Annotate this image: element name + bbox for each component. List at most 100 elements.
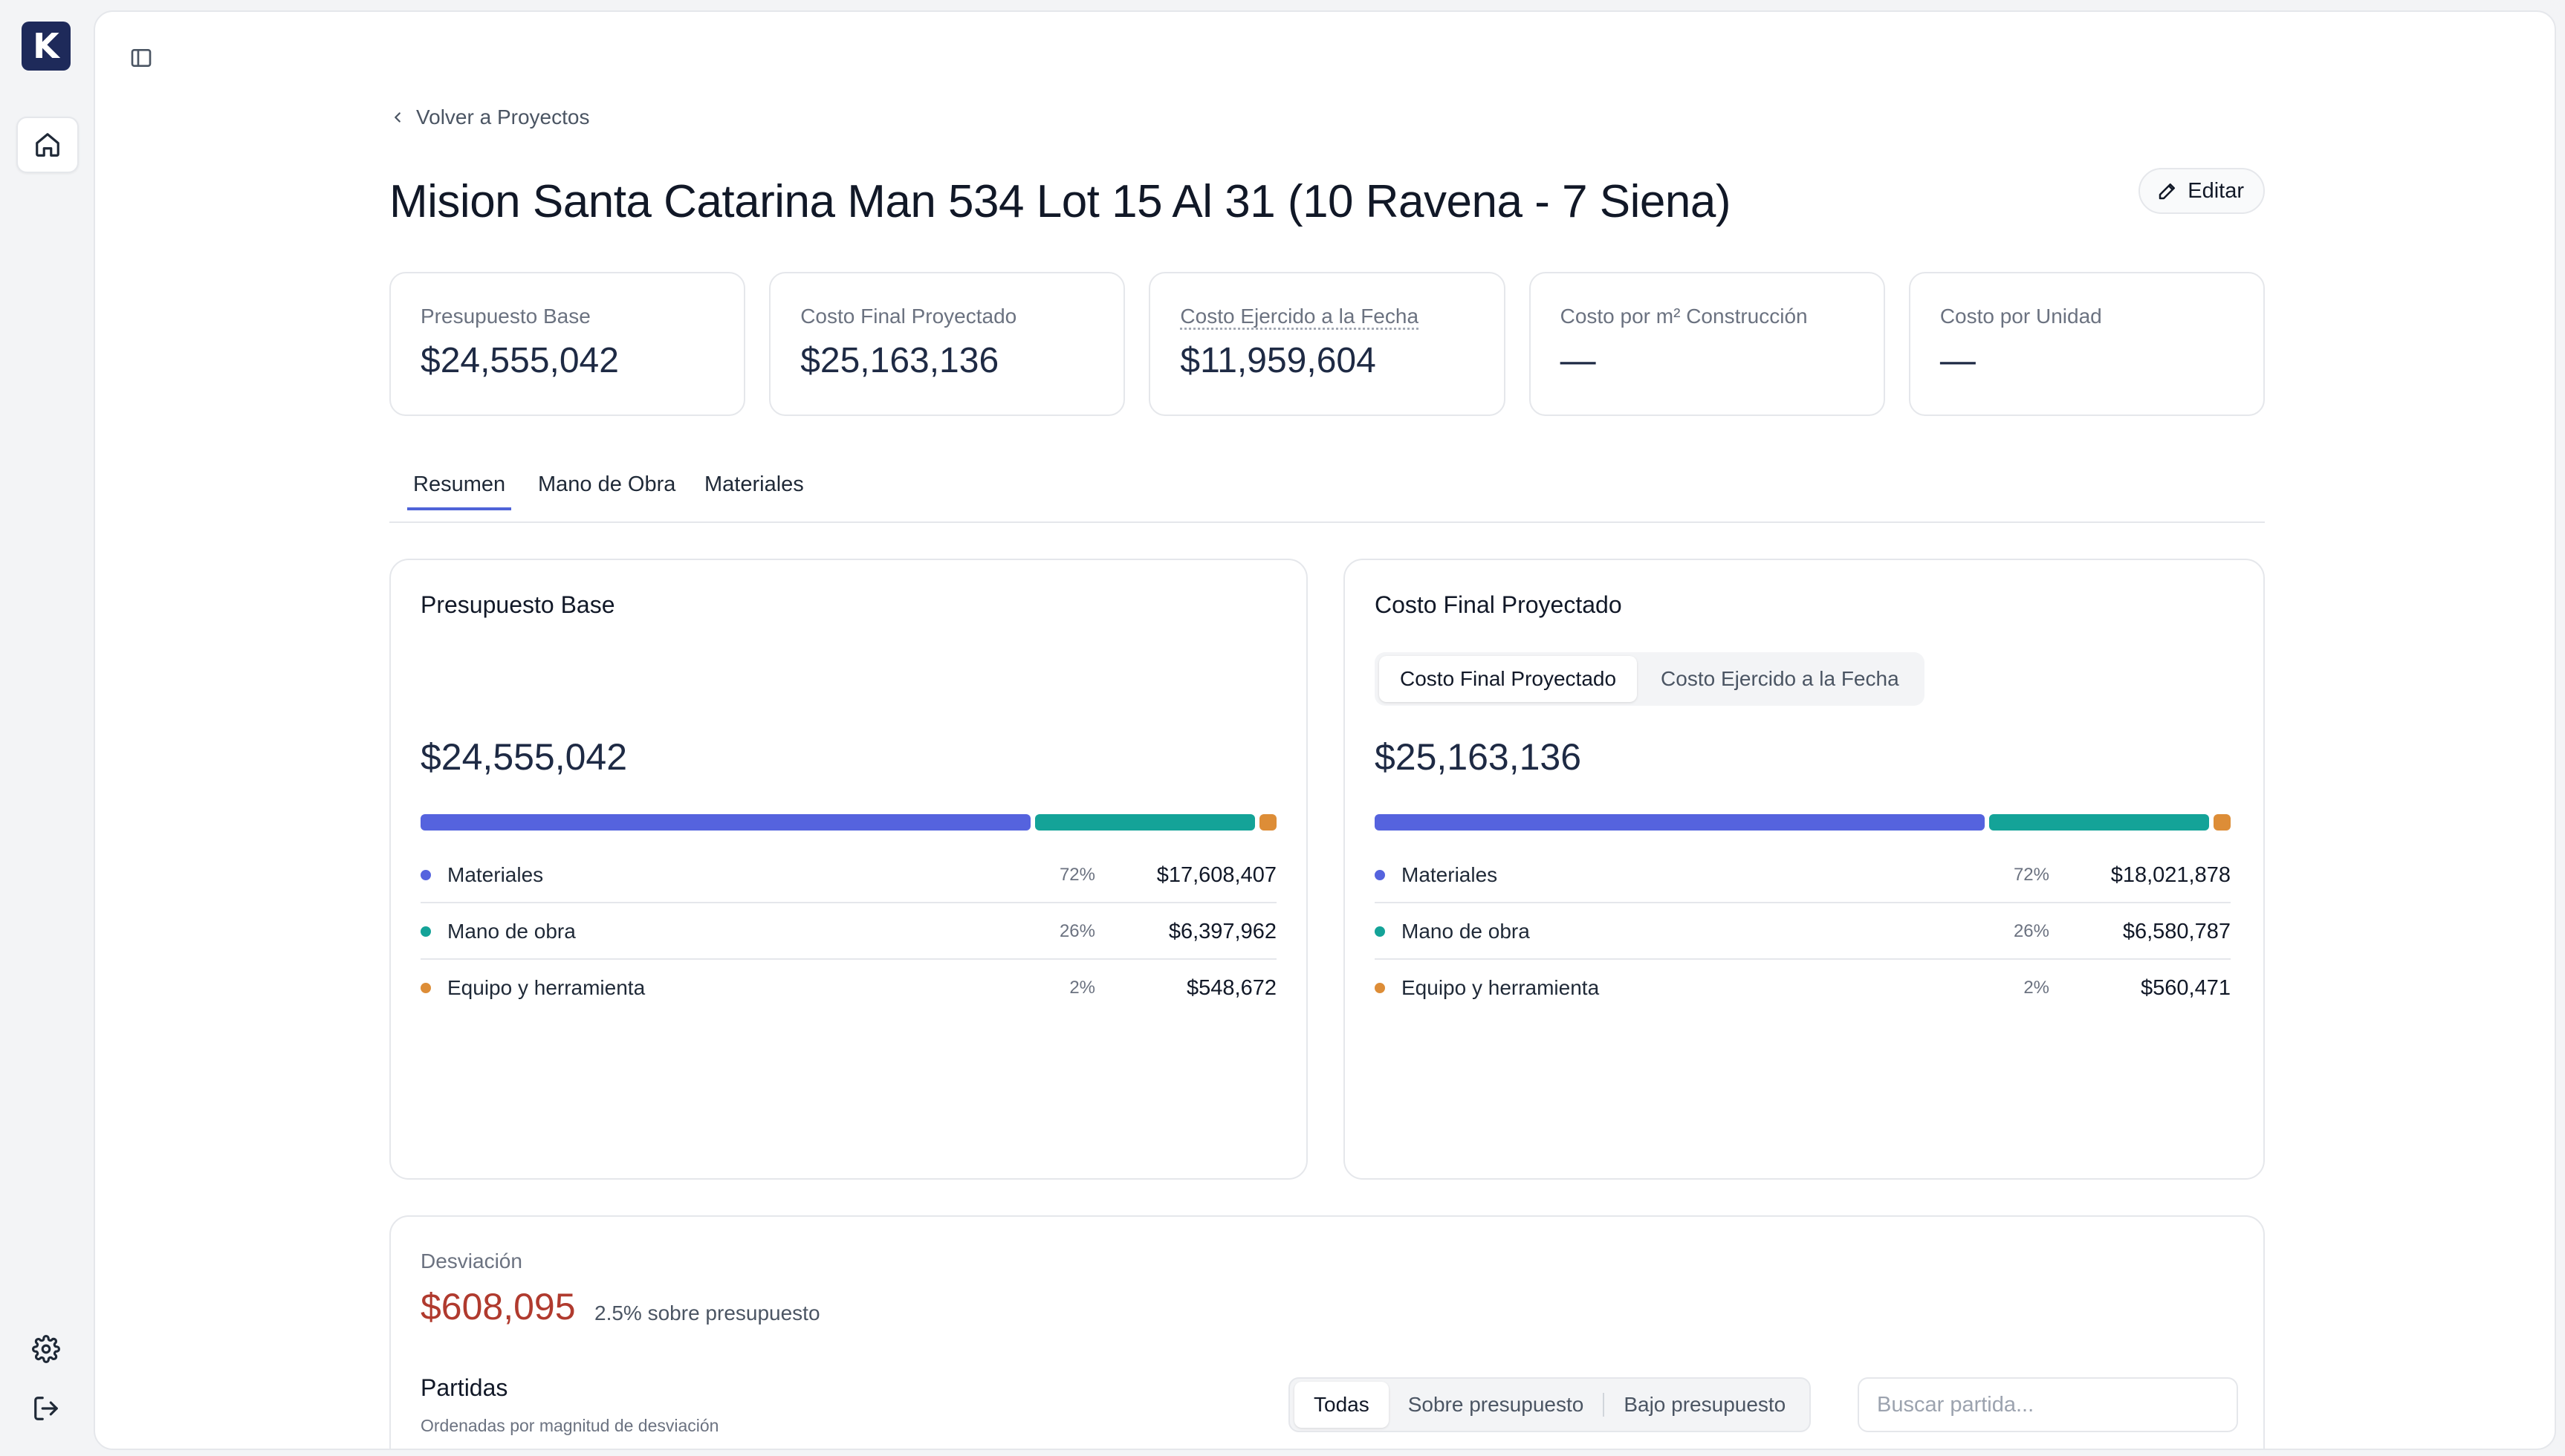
legend-dot	[1375, 870, 1385, 880]
row-value: $17,608,407	[1156, 863, 1277, 887]
legend-dot	[421, 983, 431, 993]
row-percent: 72%	[1059, 865, 1095, 885]
breakdown-list: Materiales 72% $17,608,407 Mano de obra …	[421, 847, 1277, 1015]
row-value: $560,471	[2141, 976, 2231, 1000]
row-label: Mano de obra	[447, 920, 576, 943]
legend-dot	[1375, 983, 1385, 993]
row-label: Mano de obra	[1401, 920, 1530, 943]
main-panel: Volver a Proyectos Mision Santa Catarina…	[94, 10, 2556, 1450]
toggle-executed-button[interactable]: Costo Ejercido a la Fecha	[1661, 667, 1899, 690]
projected-card: Costo Final Proyectado Costo Final Proye…	[1343, 559, 2265, 1180]
partidas-title: Partidas	[421, 1374, 508, 1401]
filter-over-button[interactable]: Sobre presupuesto	[1407, 1393, 1584, 1416]
kpi-label: Costo por m² Construcción	[1560, 305, 1808, 328]
tab-resumen[interactable]: Resumen	[407, 472, 512, 510]
kpi-value: —	[1560, 341, 1596, 380]
list-item: Mano de obra 26% $6,580,787	[1375, 903, 2231, 960]
tab-materiales[interactable]: Materiales	[704, 472, 804, 507]
gear-icon	[32, 1335, 60, 1363]
tab-bar: Resumen Mano de Obra Materiales	[389, 458, 2265, 523]
row-percent: 2%	[2023, 978, 2049, 998]
row-percent: 26%	[2013, 921, 2049, 941]
logo-letter: K	[33, 26, 59, 66]
card-title: Presupuesto Base	[421, 591, 615, 618]
list-item: Equipo y herramienta 2% $560,471	[1375, 960, 2231, 1015]
list-item: Materiales 72% $17,608,407	[421, 847, 1277, 903]
nav-settings-button[interactable]	[16, 1322, 76, 1376]
kpi-label: Costo por Unidad	[1939, 305, 2102, 328]
row-label: Equipo y herramienta	[447, 976, 646, 999]
row-value: $18,021,878	[2110, 863, 2231, 887]
kpi-card: Costo Final Proyectado $25,163,136	[769, 272, 1126, 416]
kpi-card: Costo Ejercido a la Fecha $11,959,604	[1149, 272, 1505, 416]
toggle-projected-button[interactable]: Costo Final Proyectado	[1379, 656, 1638, 702]
chevron-left-icon	[395, 112, 401, 123]
stacked-bar	[421, 814, 1277, 831]
kpi-value: —	[1939, 341, 1976, 380]
nav-rail: K	[0, 0, 94, 1456]
list-item: Materiales 72% $18,021,878	[1375, 847, 2231, 903]
bar-segment-equipo	[2214, 814, 2231, 831]
bar-segment-materiales	[421, 814, 1031, 831]
edit-button-label: Editar	[2188, 178, 2244, 203]
nav-home-button[interactable]	[16, 117, 79, 173]
kpi-row: Presupuesto Base $24,555,042 Costo Final…	[389, 272, 2266, 416]
sidebar-icon	[131, 49, 152, 67]
kpi-value: $24,555,042	[421, 341, 619, 380]
filter-all-button[interactable]: Todas	[1294, 1382, 1389, 1428]
row-percent: 26%	[1059, 921, 1095, 941]
nav-logout-button[interactable]	[16, 1382, 76, 1435]
kpi-label: Costo Final Proyectado	[800, 305, 1017, 328]
deviation-note: 2.5% sobre presupuesto	[594, 1301, 820, 1325]
home-icon	[36, 133, 59, 157]
legend-dot	[1375, 926, 1385, 937]
kpi-value: $25,163,136	[800, 341, 999, 380]
deviation-label: Desviación	[421, 1249, 522, 1273]
list-item: Equipo y herramienta 2% $548,672	[421, 960, 1277, 1015]
bar-segment-mano-de-obra	[1989, 814, 2209, 831]
budget-card: Presupuesto Base $24,555,042 Materiales …	[389, 559, 1308, 1180]
row-value: $6,580,787	[2122, 920, 2231, 943]
row-label: Equipo y herramienta	[1401, 976, 1600, 999]
legend-dot	[421, 926, 431, 937]
kpi-card: Costo por Unidad —	[1908, 272, 2266, 416]
back-link[interactable]: Volver a Proyectos	[389, 105, 589, 129]
list-item: Mano de obra 26% $6,397,962	[421, 903, 1277, 960]
pencil-icon	[2159, 183, 2176, 200]
row-value: $6,397,962	[1168, 920, 1277, 943]
partidas-subtitle: Ordenadas por magnitud de desviación	[421, 1416, 719, 1435]
row-percent: 72%	[2013, 865, 2049, 885]
app-logo[interactable]: K	[22, 22, 71, 71]
back-link-label: Volver a Proyectos	[416, 105, 590, 129]
search-input[interactable]	[1858, 1377, 2238, 1432]
tab-mano-de-obra[interactable]: Mano de Obra	[538, 472, 675, 507]
breakdown-list: Materiales 72% $18,021,878 Mano de obra …	[1375, 847, 2231, 1015]
page-title: Mision Santa Catarina Man 534 Lot 15 Al …	[389, 176, 1731, 227]
bar-segment-equipo	[1259, 814, 1277, 831]
kpi-card: Costo por m² Construcción —	[1528, 272, 1885, 416]
stacked-bar	[1375, 814, 2231, 831]
card-total: $24,555,042	[421, 736, 628, 778]
kpi-card: Presupuesto Base $24,555,042	[389, 272, 746, 416]
row-label: Materiales	[1401, 863, 1498, 886]
deviation-card: Desviación $608,095 2.5% sobre presupues…	[389, 1215, 2265, 1449]
logout-icon	[34, 1397, 58, 1420]
kpi-value: $11,959,604	[1180, 341, 1376, 380]
cost-view-toggle: Costo Final Proyectado Costo Ejercido a …	[1375, 652, 1924, 706]
kpi-label-tooltip[interactable]: Costo Ejercido a la Fecha	[1180, 305, 1419, 328]
partidas-filter: Todas Sobre presupuesto Bajo presupuesto	[1288, 1377, 1812, 1432]
kpi-label: Presupuesto Base	[421, 305, 591, 328]
tab-label: Materiales	[704, 472, 804, 496]
legend-dot	[421, 870, 431, 880]
filter-under-button[interactable]: Bajo presupuesto	[1624, 1393, 1786, 1416]
row-value: $548,672	[1187, 976, 1277, 1000]
row-percent: 2%	[1069, 978, 1095, 998]
card-total: $25,163,136	[1375, 736, 1582, 778]
sidebar-toggle-button[interactable]	[123, 40, 159, 76]
row-label: Materiales	[447, 863, 544, 886]
bar-segment-mano-de-obra	[1035, 814, 1255, 831]
filter-divider	[1603, 1393, 1605, 1417]
tab-label: Mano de Obra	[538, 472, 676, 496]
tab-label: Resumen	[413, 472, 506, 496]
edit-button[interactable]: Editar	[2138, 168, 2265, 214]
